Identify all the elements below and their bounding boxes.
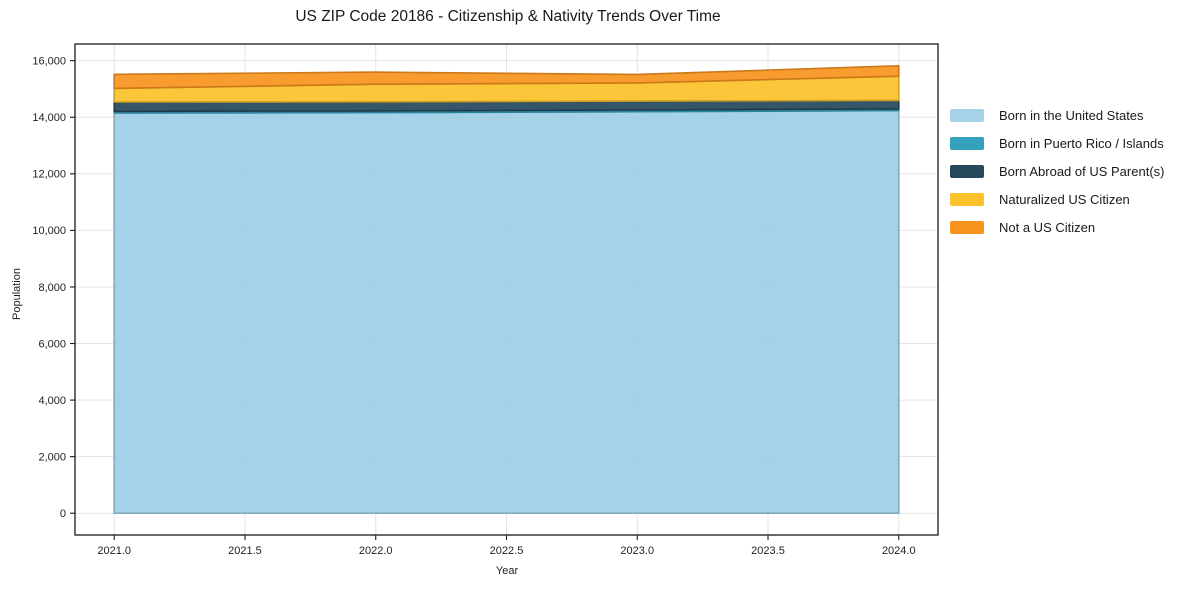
legend-swatch	[950, 164, 984, 178]
y-tick-label: 6,000	[38, 338, 66, 350]
x-tick-label: 2024.0	[882, 545, 916, 557]
legend-item: Born in Puerto Rico / Islands	[950, 129, 1164, 157]
legend-label: Naturalized US Citizen	[999, 191, 1130, 207]
legend-item: Not a US Citizen	[950, 213, 1164, 241]
legend-swatch	[950, 108, 984, 122]
x-axis-label: Year	[495, 565, 519, 577]
x-tick-label: 2022.0	[359, 545, 393, 557]
x-tick-label: 2021.5	[228, 545, 262, 557]
area-series-1	[113, 109, 900, 514]
legend-label: Born in Puerto Rico / Islands	[999, 135, 1164, 151]
y-tick-label: 0	[60, 508, 66, 520]
legend-label: Born Abroad of US Parent(s)	[999, 163, 1165, 179]
legend-swatch	[950, 220, 984, 234]
y-tick-label: 12,000	[32, 169, 66, 181]
legend-label: Not a US Citizen	[999, 219, 1096, 235]
x-tick-label: 2021.0	[97, 545, 131, 557]
area-series-5	[113, 65, 900, 90]
y-axis-label: Population	[11, 268, 23, 320]
x-tick-label: 2023.5	[751, 545, 785, 557]
legend-label: Born in the United States	[999, 107, 1144, 123]
legend-item: Naturalized US Citizen	[950, 185, 1164, 213]
y-tick-label: 8,000	[38, 282, 66, 294]
legend-swatch	[950, 192, 984, 206]
y-tick-label: 2,000	[38, 451, 66, 463]
x-tick-label: 2022.5	[490, 545, 524, 557]
legend: Born in the United States Born in Puerto …	[950, 101, 1164, 241]
y-tick-label: 4,000	[38, 395, 66, 407]
legend-item: Born in the United States	[950, 101, 1164, 129]
y-tick-label: 16,000	[32, 55, 66, 67]
legend-item: Born Abroad of US Parent(s)	[950, 157, 1164, 185]
x-tick-label: 2023.0	[620, 545, 654, 557]
legend-swatch	[950, 136, 984, 150]
y-tick-label: 10,000	[32, 225, 66, 237]
y-tick-label: 14,000	[32, 112, 66, 124]
chart-title: US ZIP Code 20186 - Citizenship & Nativi…	[295, 8, 721, 25]
